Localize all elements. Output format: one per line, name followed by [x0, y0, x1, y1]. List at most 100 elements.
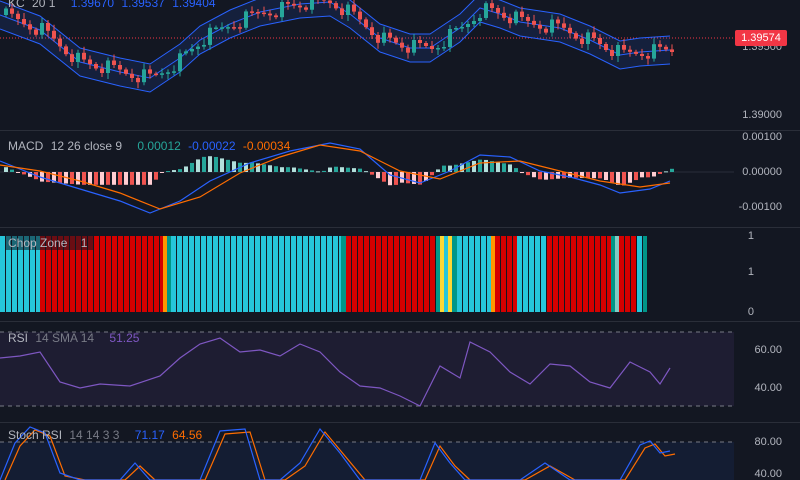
macd-histogram-bar	[232, 161, 236, 172]
candle-body	[58, 38, 62, 47]
candle-body	[46, 23, 50, 31]
chop-zone-bar	[382, 236, 387, 312]
candle-body	[190, 49, 194, 52]
candle-body	[508, 17, 512, 24]
chop-zone-bar	[444, 236, 448, 312]
macd-histogram-bar	[376, 172, 380, 179]
rsi-axis[interactable]: 60.00 40.00	[734, 322, 800, 422]
macd-histogram-bar	[292, 167, 296, 172]
pane-separator[interactable]	[0, 130, 800, 131]
rsi-chart[interactable]	[0, 322, 800, 422]
chop-axis[interactable]: 1 1 0	[734, 228, 800, 321]
chop-legend[interactable]: Chop Zone 1	[5, 236, 95, 250]
candle-body	[214, 27, 218, 30]
candle-body	[64, 46, 68, 55]
candle-body	[526, 17, 530, 21]
rsi-pane[interactable]: RSI 14 SMA 14 51.25 60.00 40.00	[0, 322, 800, 422]
chop-zone-bar	[418, 236, 423, 312]
macd-histogram-bar	[520, 172, 524, 174]
candle-body	[514, 11, 518, 24]
chop-zone-bar	[364, 236, 369, 312]
stoch-axis[interactable]: 80.00 40.00	[734, 423, 800, 480]
macd-line-value: -0.00022	[188, 139, 236, 153]
macd-legend[interactable]: MACD 12 26 close 9 0.00012 -0.00022 -0.0…	[8, 139, 294, 153]
pane-separator[interactable]	[0, 422, 800, 423]
chop-zone-bar	[160, 236, 163, 312]
chop-zone-bar	[491, 236, 495, 312]
chop-zone-pane[interactable]: Chop Zone 1 1 1 0	[0, 228, 800, 321]
candle-body	[484, 3, 488, 18]
pane-separator[interactable]	[0, 227, 800, 228]
chop-zone-bar	[376, 236, 381, 312]
macd-line	[0, 142, 671, 214]
macd-histogram-bar	[286, 167, 290, 172]
chop-zone-bar	[565, 236, 570, 312]
macd-pane[interactable]: MACD 12 26 close 9 0.00012 -0.00022 -0.0…	[0, 131, 800, 227]
candle-body	[88, 59, 92, 64]
chop-tick: 1	[747, 266, 754, 278]
chop-zone-bar	[171, 236, 176, 312]
chop-zone-bar	[333, 236, 338, 312]
candle-body	[586, 32, 590, 44]
candle-body	[52, 30, 56, 39]
chop-zone-bar	[589, 236, 594, 312]
candle-body	[4, 8, 8, 15]
price-axis[interactable]: 1.39500 1.39000	[734, 0, 800, 130]
chop-zone-bar	[183, 236, 188, 312]
stoch-tick: 80.00	[754, 436, 782, 448]
candle-body	[406, 47, 410, 53]
chop-zone-bar	[30, 236, 35, 312]
candle-body	[448, 29, 452, 47]
macd-histogram-bar	[616, 172, 620, 185]
pane-separator[interactable]	[0, 321, 800, 322]
price-chart[interactable]	[0, 0, 800, 130]
chop-zone-bar	[370, 236, 375, 312]
candle-body	[562, 23, 566, 28]
chop-zone-bar	[523, 236, 528, 312]
candle-body	[646, 56, 650, 59]
chop-zone-bar	[315, 236, 320, 312]
chop-zone-bar	[213, 236, 218, 312]
macd-histogram-bar	[16, 172, 20, 173]
candle-body	[616, 45, 620, 56]
candle-body	[472, 21, 476, 24]
price-pane[interactable]: KC 20 1 1.39670 1.39537 1.39404 1.39500 …	[0, 0, 800, 130]
chop-zone-bar	[70, 236, 75, 312]
chop-zone-bar	[195, 236, 200, 312]
candle-body	[556, 19, 560, 24]
macd-histogram-bar	[634, 172, 638, 181]
stoch-rsi-pane[interactable]: Stoch RSI 14 14 3 3 71.17 64.56 80.00 40…	[0, 423, 800, 480]
stoch-rsi-chart[interactable]	[0, 423, 800, 480]
macd-histogram-bar	[196, 159, 200, 172]
macd-legend-params: 12 26 close 9	[50, 139, 123, 153]
candle-body	[124, 69, 128, 74]
candle-body	[304, 7, 308, 10]
macd-histogram-bar	[340, 167, 344, 172]
macd-axis[interactable]: 0.00100 0.00000 -0.00100	[734, 131, 800, 227]
chop-zone-bar	[625, 236, 630, 312]
chop-tick: 0	[747, 306, 754, 318]
kc-legend[interactable]: KC 20 1 1.39670 1.39537 1.39404	[8, 0, 220, 10]
macd-histogram-bar	[118, 172, 122, 185]
macd-tick: 0.00000	[742, 166, 782, 178]
stoch-legend[interactable]: Stoch RSI 14 14 3 3 71.17 64.56	[8, 428, 206, 442]
candle-body	[298, 5, 302, 8]
macd-histogram-bar	[148, 172, 152, 185]
macd-histogram-bar	[304, 169, 308, 172]
macd-histogram-bar	[100, 172, 104, 185]
candle-body	[22, 19, 26, 25]
macd-chart[interactable]	[0, 131, 800, 227]
candle-body	[40, 23, 44, 35]
candle-body	[460, 27, 464, 29]
candle-body	[340, 8, 344, 15]
kc-lower-value: 1.39404	[172, 0, 216, 10]
chop-zone-bar	[541, 236, 546, 312]
chop-zone-bar	[457, 236, 462, 312]
macd-tick: -0.00100	[738, 201, 782, 213]
chop-zone-bar	[148, 236, 153, 312]
chop-zone-chart[interactable]	[0, 228, 800, 321]
price-tick: 1.39000	[742, 109, 782, 121]
macd-histogram-bar	[124, 172, 128, 185]
candle-body	[652, 44, 656, 59]
rsi-legend[interactable]: RSI 14 SMA 14 51.25	[8, 331, 143, 345]
